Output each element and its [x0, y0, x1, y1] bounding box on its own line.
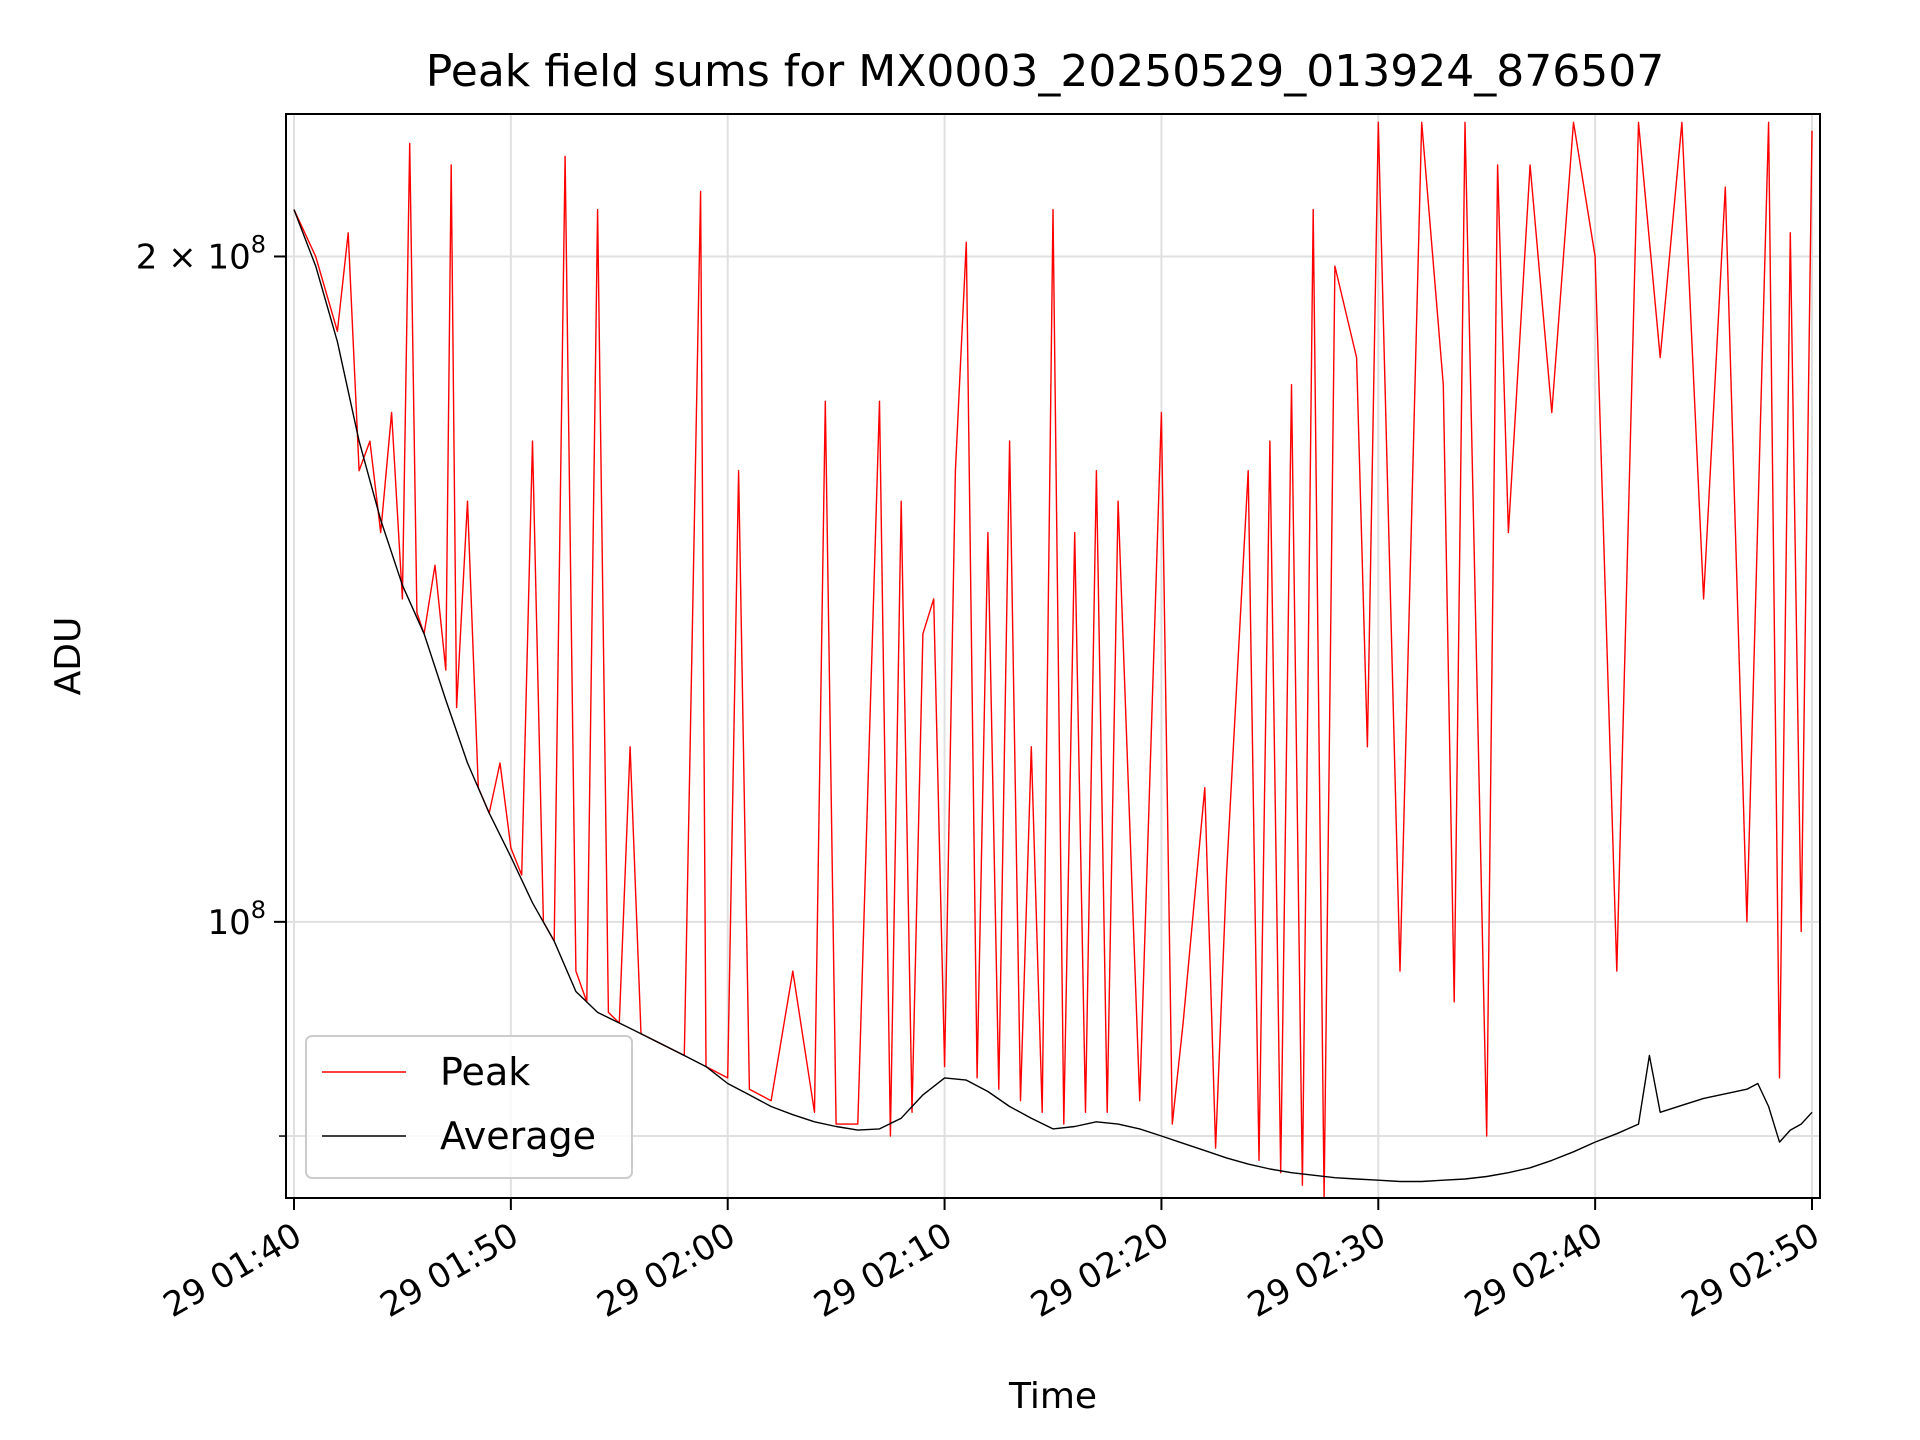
y-tick-label: 2 × 108 — [136, 230, 266, 277]
x-axis-label: Time — [1008, 1376, 1097, 1417]
legend-label-average: Average — [440, 1114, 596, 1158]
series-line-peak — [293, 121, 1813, 1199]
legend: Peak Average — [305, 1035, 633, 1179]
chart-title: Peak field sums for MX0003_20250529_0139… — [426, 46, 1664, 97]
plot-background — [286, 114, 1820, 1198]
grid-lines — [286, 114, 1820, 1198]
y-tick-label: 108 — [207, 896, 266, 943]
plot-frame — [285, 113, 1821, 1199]
series-line-average — [293, 209, 1813, 1183]
series-lines — [293, 121, 1813, 1199]
y-axis: 108 2 × 108 — [136, 230, 286, 1137]
legend-label-peak: Peak — [440, 1050, 530, 1094]
y-axis-label: ADU — [48, 617, 89, 696]
plot-area — [285, 113, 1821, 1199]
